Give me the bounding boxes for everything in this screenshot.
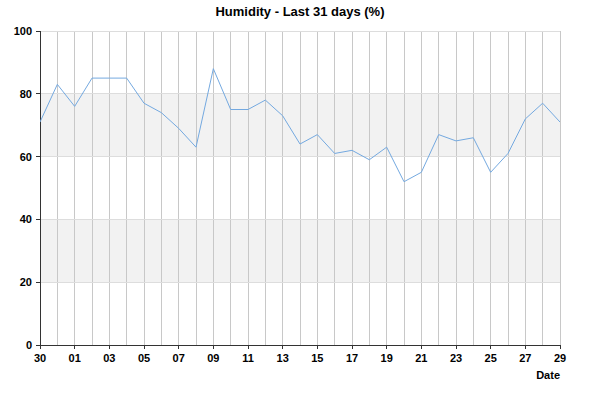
grid-line-x xyxy=(525,31,526,345)
x-tick-label: 07 xyxy=(173,352,185,364)
x-tick-label: 13 xyxy=(277,352,289,364)
grid-line-x xyxy=(196,31,197,345)
x-tick xyxy=(525,345,526,349)
x-tick-label: 03 xyxy=(103,352,115,364)
grid-line-x xyxy=(230,31,231,345)
x-tick xyxy=(109,345,110,349)
y-tick-label: 0 xyxy=(26,339,32,351)
y-tick-label: 100 xyxy=(14,25,32,37)
x-axis-label: Date xyxy=(536,369,560,381)
y-tick xyxy=(36,345,40,346)
grid-line-x xyxy=(508,31,509,345)
grid-line-x xyxy=(317,31,318,345)
grid-line-x xyxy=(161,31,162,345)
grid-line-x xyxy=(300,31,301,345)
x-tick xyxy=(282,345,283,349)
y-tick-label: 60 xyxy=(20,151,32,163)
x-tick xyxy=(386,345,387,349)
chart: 0 20 40 60 80 100 30 01 03 05 07 09 11 13 15 17 19 21 23 25… xyxy=(0,0,600,400)
grid-line-x xyxy=(490,31,491,345)
y-tick xyxy=(36,219,40,220)
grid-line-x xyxy=(265,31,266,345)
grid-line-x xyxy=(456,31,457,345)
grid-line-y xyxy=(40,93,560,94)
x-tick xyxy=(317,345,318,349)
x-tick-label: 15 xyxy=(311,352,323,364)
x-tick xyxy=(421,345,422,349)
grid-line-x xyxy=(473,31,474,345)
x-tick-label: 25 xyxy=(485,352,497,364)
x-tick-label: 05 xyxy=(138,352,150,364)
grid-line-y xyxy=(40,345,560,346)
x-tick-label: 01 xyxy=(69,352,81,364)
x-tick-label: 30 xyxy=(34,352,46,364)
grid-line-x xyxy=(57,31,58,345)
grid-line-x xyxy=(352,31,353,345)
x-tick xyxy=(352,345,353,349)
grid-line-y xyxy=(40,282,560,283)
x-tick-label: 21 xyxy=(415,352,427,364)
chart-title: Humidity - Last 31 days (%) xyxy=(215,4,384,19)
x-tick xyxy=(248,345,249,349)
x-tick-label: 23 xyxy=(450,352,462,364)
x-tick xyxy=(560,345,561,349)
data-line xyxy=(40,69,560,182)
grid-line-x xyxy=(421,31,422,345)
x-tick-label: 29 xyxy=(554,352,566,364)
grid-line-x xyxy=(248,31,249,345)
grid-line-y xyxy=(40,31,560,32)
x-tick xyxy=(490,345,491,349)
grid-line-x xyxy=(178,31,179,345)
y-tick-label: 40 xyxy=(20,213,32,225)
y-tick xyxy=(36,93,40,94)
grid-line-y xyxy=(40,219,560,220)
y-tick xyxy=(36,282,40,283)
x-tick xyxy=(456,345,457,349)
x-axis-line xyxy=(40,345,560,346)
y-tick xyxy=(36,31,40,32)
grid-line-x xyxy=(213,31,214,345)
x-tick xyxy=(178,345,179,349)
grid-line-x xyxy=(74,31,75,345)
y-axis-line xyxy=(40,31,41,345)
grid-line-x xyxy=(144,31,145,345)
grid-line-x xyxy=(438,31,439,345)
grid-line-x xyxy=(40,31,41,345)
x-tick-label: 09 xyxy=(207,352,219,364)
grid-line-x xyxy=(404,31,405,345)
x-tick xyxy=(144,345,145,349)
grid-line-x xyxy=(560,31,561,345)
x-tick-label: 19 xyxy=(381,352,393,364)
grid-line-x xyxy=(334,31,335,345)
grid-line-x xyxy=(282,31,283,345)
grid-line-x xyxy=(542,31,543,345)
plot-area xyxy=(40,69,560,182)
x-tick-label: 17 xyxy=(346,352,358,364)
grid-line-y xyxy=(40,156,560,157)
x-tick-label: 11 xyxy=(242,352,254,364)
x-tick xyxy=(40,345,41,349)
grid-line-x xyxy=(369,31,370,345)
y-tick xyxy=(36,156,40,157)
y-tick-label: 20 xyxy=(20,276,32,288)
grid-line-x xyxy=(386,31,387,345)
x-tick-label: 27 xyxy=(519,352,531,364)
x-tick xyxy=(213,345,214,349)
y-tick-label: 80 xyxy=(20,88,32,100)
x-tick xyxy=(74,345,75,349)
